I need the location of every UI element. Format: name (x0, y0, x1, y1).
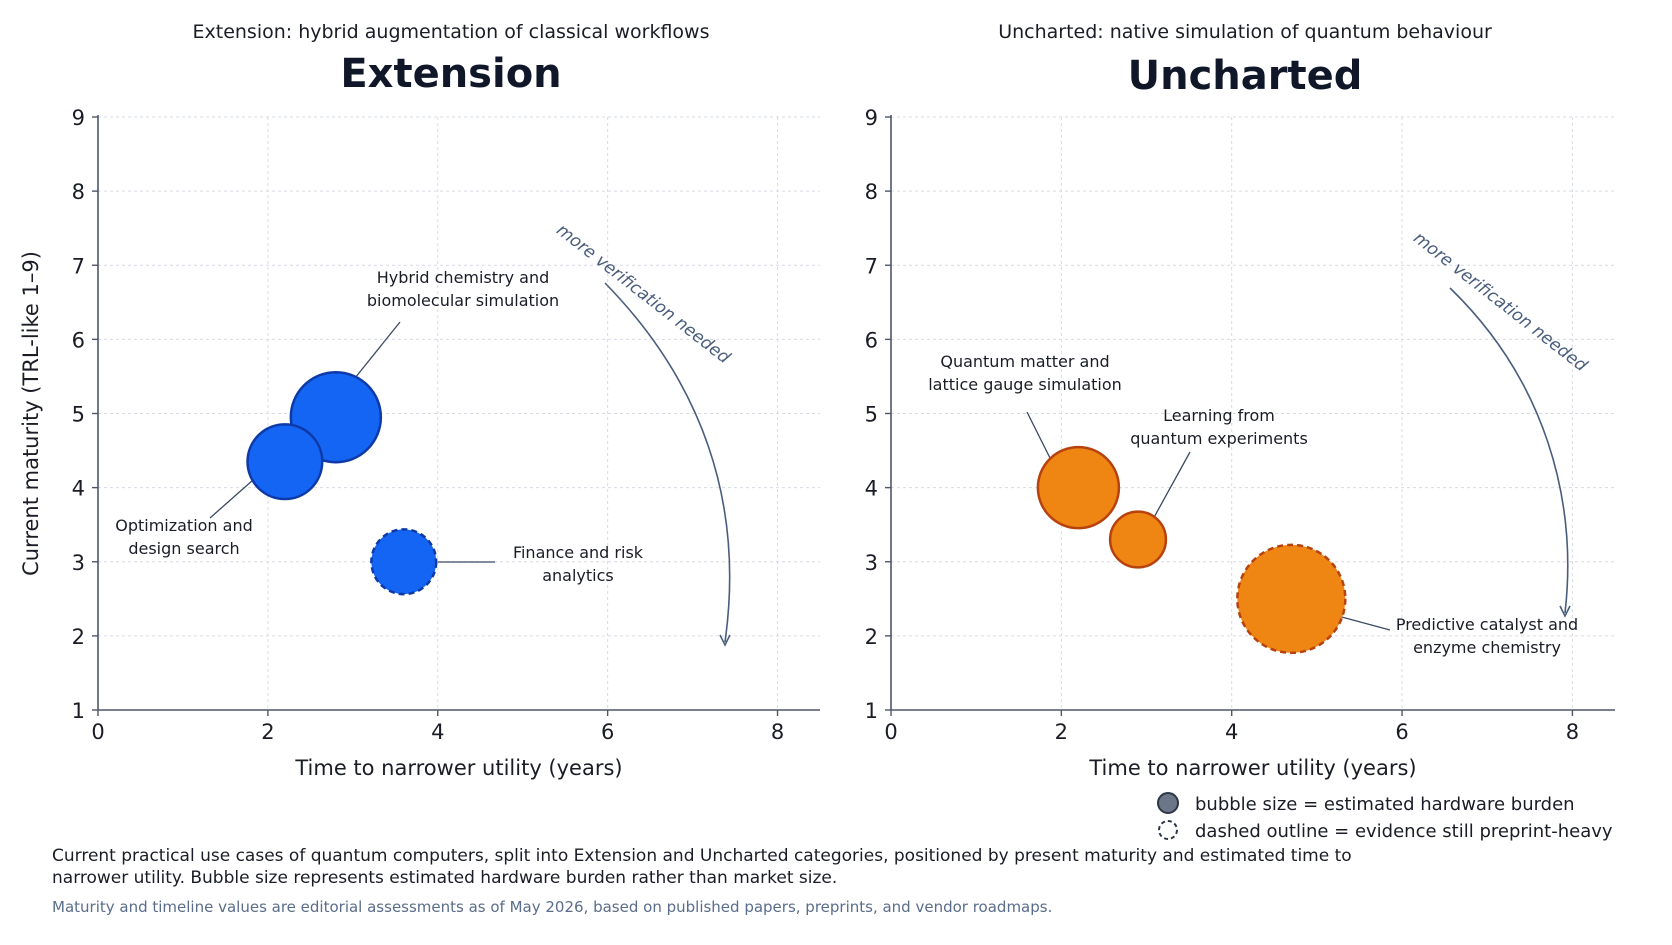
x-tick-label: 6 (601, 720, 614, 744)
bubble-label: lattice gauge simulation (928, 375, 1122, 394)
bubble-label: Hybrid chemistry and (377, 268, 550, 287)
x-tick-label: 2 (1055, 720, 1068, 744)
bubble-label: enzyme chemistry (1413, 638, 1561, 657)
bubble-label: Quantum matter and (940, 352, 1109, 371)
bubble-label: biomolecular simulation (367, 291, 559, 310)
bubble (1036, 445, 1121, 530)
y-tick-label: 3 (865, 551, 878, 575)
y-tick-label: 1 (865, 699, 878, 723)
x-axis-label: Time to narrower utility (years) (1088, 756, 1416, 780)
x-tick-label: 4 (1225, 720, 1238, 744)
chart-subtitle: Uncharted: native simulation of quantum … (998, 21, 1492, 43)
legend-dashed-swatch (1158, 820, 1178, 840)
y-tick-label: 8 (865, 180, 878, 204)
y-tick-label: 5 (865, 403, 878, 427)
legend-size-label: bubble size = estimated hardware burden (1195, 794, 1575, 815)
x-tick-label: 6 (1395, 720, 1408, 744)
verification-label: more verification needed (552, 220, 734, 368)
x-axis-label: Time to narrower utility (years) (294, 756, 622, 780)
y-tick-label: 8 (72, 180, 85, 204)
y-tick-label: 4 (72, 477, 85, 501)
x-tick-label: 2 (261, 720, 274, 744)
x-tick-label: 4 (431, 720, 444, 744)
y-tick-label: 7 (865, 254, 878, 278)
verification-arrow (604, 282, 731, 643)
y-tick-label: 9 (72, 106, 85, 130)
bubble-label: Learning from (1163, 406, 1275, 425)
bubble-label: design search (128, 539, 239, 558)
bubble (1236, 543, 1347, 655)
bubble-label: Optimization and (115, 516, 253, 535)
chart-subtitle: Extension: hybrid augmentation of classi… (193, 21, 710, 43)
x-tick-label: 8 (771, 720, 784, 744)
bubble (1108, 510, 1168, 569)
y-tick-label: 1 (72, 699, 85, 723)
leader-line (1026, 411, 1053, 463)
x-tick-label: 0 (91, 720, 104, 744)
chart-title: Uncharted (1128, 53, 1363, 99)
y-tick-label: 6 (865, 328, 878, 352)
figure-note: Maturity and timeline values are editori… (52, 898, 1053, 916)
y-axis-label: Current maturity (TRL-like 1–9) (19, 251, 43, 576)
figure-caption: Current practical use cases of quantum c… (52, 846, 1352, 888)
y-tick-label: 2 (865, 625, 878, 649)
y-tick-label: 2 (72, 625, 85, 649)
bubble (370, 528, 438, 596)
bubble-label: Finance and risk (513, 543, 644, 562)
x-tick-label: 0 (884, 720, 897, 744)
verification-arrow (1449, 287, 1569, 614)
leader-line (209, 479, 254, 519)
x-tick-label: 8 (1566, 720, 1579, 744)
legend: bubble size = estimated hardware burden d… (1157, 792, 1613, 842)
y-tick-label: 4 (865, 477, 878, 501)
verification-label: more verification needed (1409, 228, 1591, 376)
chart-panel-1: Extension: hybrid augmentation of classi… (19, 21, 820, 780)
bubble-label: analytics (542, 566, 614, 585)
leader-line (1151, 451, 1191, 522)
leader-line (1337, 615, 1391, 631)
y-tick-label: 9 (865, 106, 878, 130)
chart-panel-2: Uncharted: native simulation of quantum … (865, 21, 1615, 780)
chart-title: Extension (340, 51, 561, 97)
y-tick-label: 7 (72, 254, 85, 278)
verification-arrowhead (719, 634, 731, 647)
y-tick-label: 6 (72, 328, 85, 352)
bubble (246, 423, 324, 501)
bubble-label: Predictive catalyst and (1396, 615, 1578, 634)
y-tick-label: 3 (72, 551, 85, 575)
y-tick-label: 5 (72, 403, 85, 427)
legend-size-swatch (1157, 792, 1179, 814)
bubble-label: quantum experiments (1130, 429, 1308, 448)
leader-line (354, 321, 401, 379)
legend-dashed-label: dashed outline = evidence still preprint… (1195, 821, 1613, 842)
verification-arrowhead (1559, 605, 1571, 618)
